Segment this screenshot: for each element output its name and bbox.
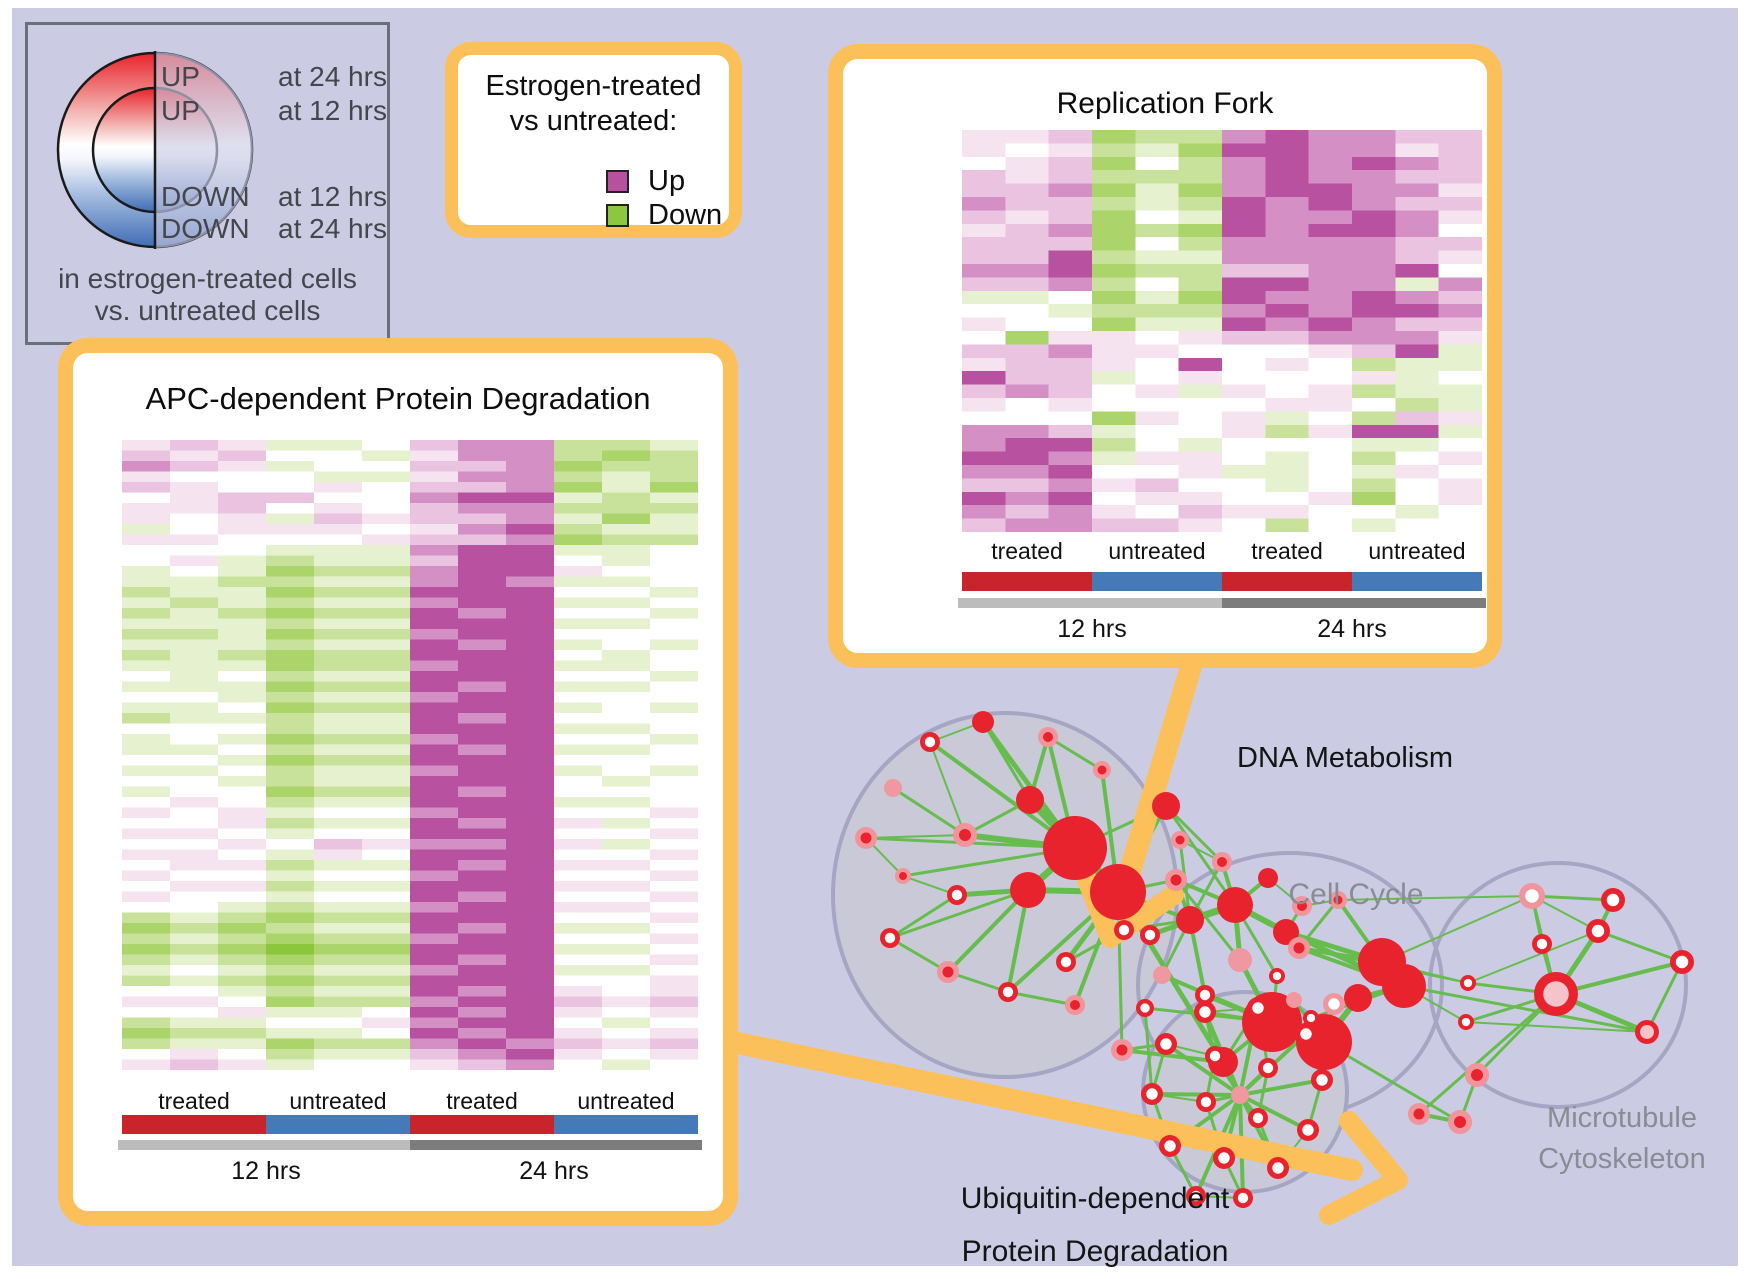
updown-gradient-circles-icon (56, 51, 254, 249)
key-row-down-24-time: at 24 hrs (278, 213, 387, 244)
key-row-down-12-time: at 12 hrs (278, 181, 387, 212)
key-row-up-24-time: at 24 hrs (278, 61, 387, 92)
legend-item-down-label: Down (648, 199, 723, 231)
rf-time-bar (958, 598, 1486, 608)
rf-group-untreated-24: untreated (1368, 538, 1466, 564)
rf-bar-12hrs (958, 598, 1222, 608)
microtubule-cytoskeleton-label: Microtubule Cytoskeleton (1538, 1098, 1706, 1180)
apc-panel: APC-dependent Protein Degradation treate… (58, 338, 738, 1226)
key-row-up-12-time: at 12 hrs (278, 95, 387, 126)
apc-group-untreated-24: untreated (577, 1088, 675, 1114)
apc-group-labels: treated untreated treated untreated (122, 1088, 698, 1115)
apc-bar-24hrs (410, 1140, 702, 1150)
apc-bar-treated-12 (122, 1115, 266, 1134)
replication-fork-title: Replication Fork (1056, 87, 1274, 120)
key-row-up-24-dir: UP (161, 61, 200, 92)
key-row-down-12-dir: DOWN (161, 181, 250, 212)
rf-bar-untreated-24 (1352, 572, 1482, 591)
legend-item-up: Up (606, 165, 685, 198)
apc-bar-untreated-24 (554, 1115, 698, 1134)
estrogen-legend: Estrogen-treated vs untreated: Up Down (445, 42, 742, 238)
apc-time-bar (118, 1140, 702, 1150)
rf-treatment-bar (962, 572, 1482, 591)
rf-bar-treated-12 (962, 572, 1092, 591)
cell-cycle-label: Cell Cycle (1288, 878, 1424, 911)
legend-item-up-label: Up (648, 165, 686, 197)
apc-group-untreated-12: untreated (289, 1088, 387, 1114)
rf-group-treated-12: treated (991, 538, 1063, 564)
apc-label-24hrs: 24 hrs (519, 1157, 589, 1185)
key-row-down-24-dir: DOWN (161, 213, 250, 244)
apc-bar-12hrs (118, 1140, 410, 1150)
microtubule-label-line2: Cytoskeleton (1538, 1143, 1706, 1175)
apc-group-treated-12: treated (158, 1088, 230, 1114)
rf-label-24hrs: 24 hrs (1317, 615, 1387, 643)
ubiquitin-degradation-label: Ubiquitin-dependent Protein Degradation (961, 1172, 1230, 1278)
rf-group-untreated-12: untreated (1108, 538, 1206, 564)
dna-metabolism-label: DNA Metabolism (1237, 742, 1453, 774)
up-color-swatch (606, 170, 629, 193)
key-row-up-12-dir: UP (161, 95, 200, 126)
apc-title: APC-dependent Protein Degradation (145, 381, 651, 416)
rf-bar-treated-24 (1222, 572, 1352, 591)
rf-group-labels: treated untreated treated untreated (962, 538, 1482, 565)
key-caption-line1: in estrogen-treated cells (58, 263, 357, 294)
rf-group-treated-24: treated (1251, 538, 1323, 564)
apc-heatmap (122, 440, 698, 1070)
legend-item-down: Down (606, 199, 722, 232)
apc-treatment-bar (122, 1115, 698, 1134)
apc-label-12hrs: 12 hrs (231, 1157, 301, 1185)
apc-group-treated-24: treated (446, 1088, 518, 1114)
rf-time-labels: 12 hrs 24 hrs (962, 615, 1482, 644)
rf-label-12hrs: 12 hrs (1057, 615, 1127, 643)
key-caption-line2: vs. untreated cells (94, 295, 321, 326)
estrogen-legend-title: Estrogen-treated vs untreated: (458, 69, 729, 139)
apc-time-labels: 12 hrs 24 hrs (122, 1157, 698, 1186)
replication-fork-panel: Replication Fork treated untreated treat… (828, 44, 1502, 668)
replication-fork-heatmap (962, 130, 1482, 532)
estrogen-legend-title-line2: vs untreated: (509, 105, 678, 137)
ubiquitin-label-line2: Protein Degradation (961, 1235, 1229, 1268)
rf-bar-24hrs (1222, 598, 1486, 608)
apc-bar-treated-24 (410, 1115, 554, 1134)
ubiquitin-label-line1: Ubiquitin-dependent (960, 1182, 1230, 1215)
microtubule-label-line1: Microtubule (1547, 1102, 1697, 1134)
apc-bar-untreated-12 (266, 1115, 410, 1134)
rf-bar-untreated-12 (1092, 572, 1222, 591)
circle-key-legend: UP at 24 hrs UP at 12 hrs DOWN at 12 hrs… (25, 22, 390, 345)
down-color-swatch (606, 204, 629, 227)
estrogen-legend-title-line1: Estrogen-treated (485, 70, 702, 102)
